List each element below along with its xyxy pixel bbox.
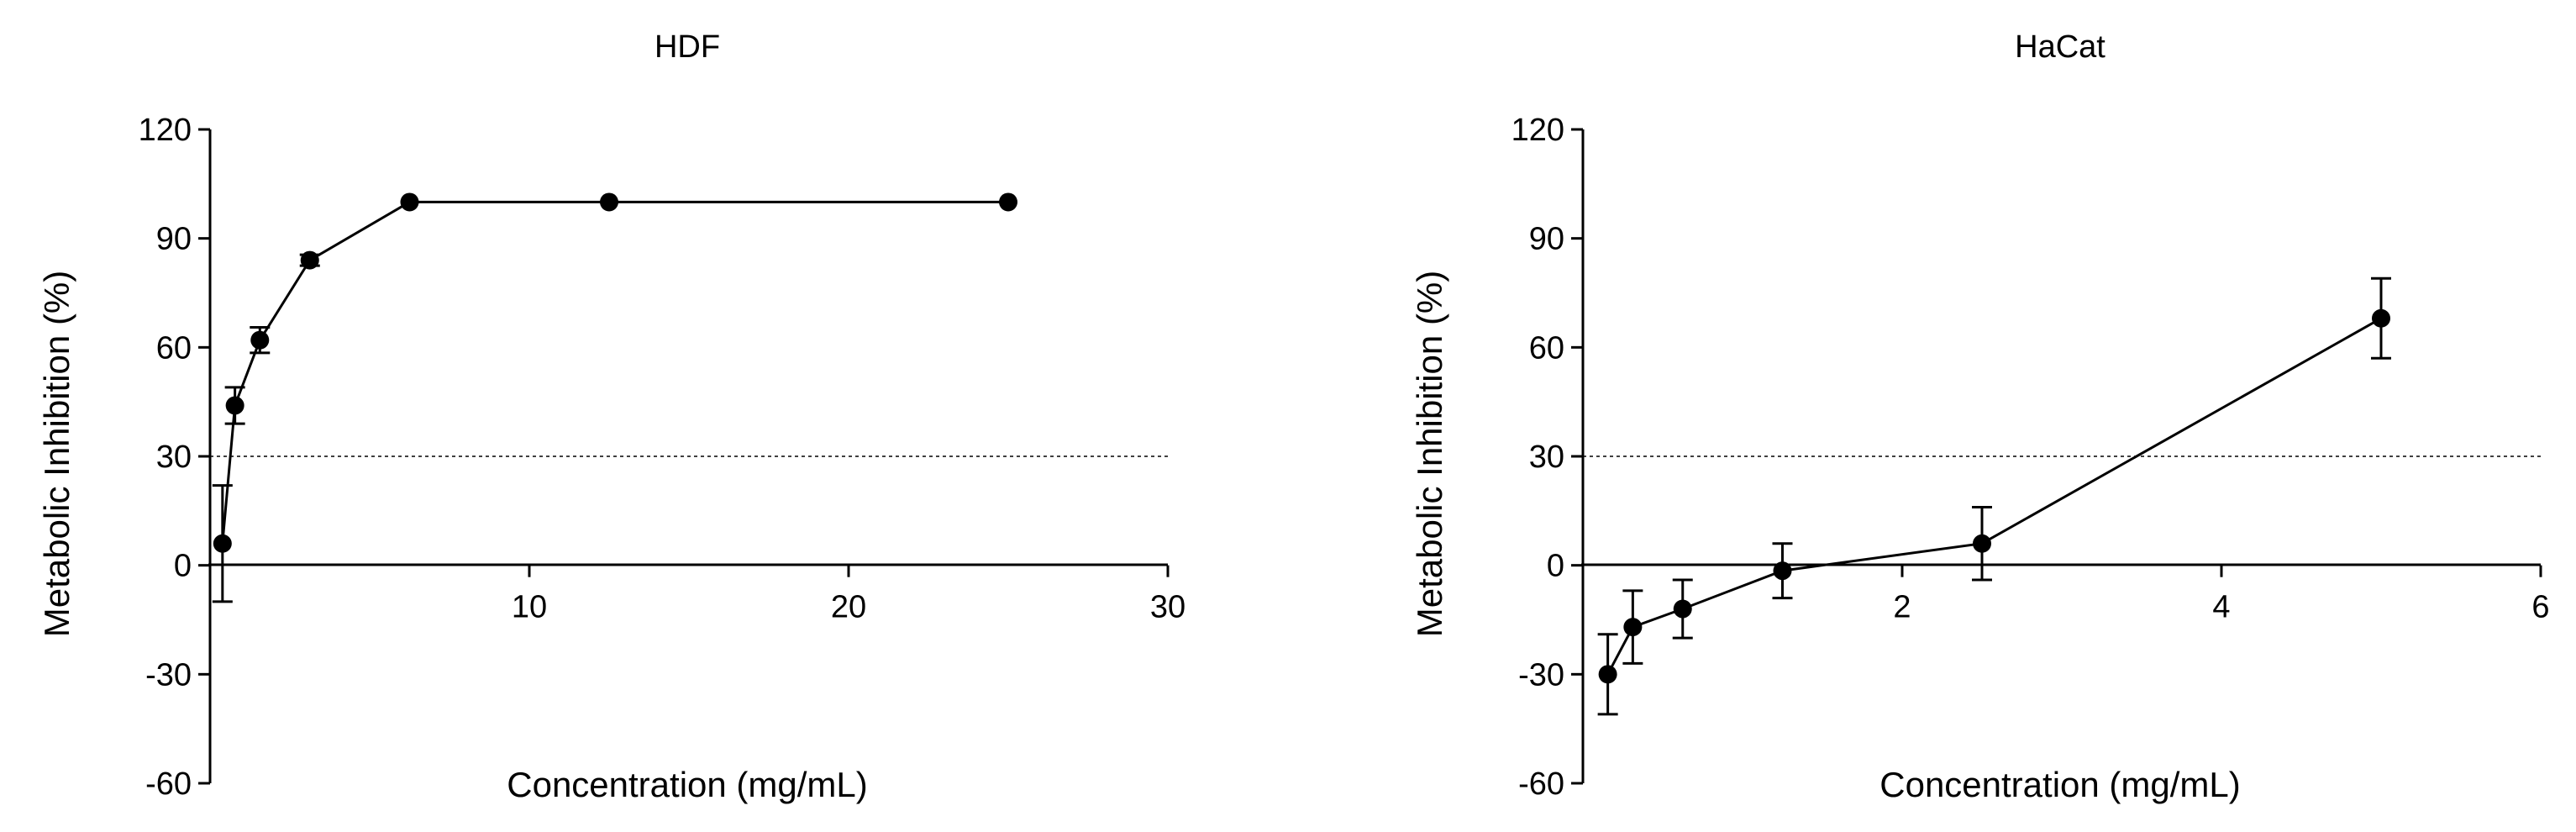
- y-tick-label: 30: [156, 440, 192, 475]
- x-ticks: 10 20 30: [208, 565, 1185, 625]
- y-tick-label: 60: [156, 330, 192, 366]
- y-tick-label: 90: [1529, 222, 1564, 257]
- data-point: [999, 192, 1017, 212]
- hdf-panel: HDF Metabolic Inhibition (%) Concentrati…: [37, 29, 1185, 804]
- x-tick-label: 2: [1893, 590, 1911, 625]
- x-tick-label: 10: [512, 590, 547, 625]
- y-tick-label: 0: [174, 549, 192, 584]
- y-tick-label: 0: [1547, 549, 1564, 584]
- x-ticks: 2 4 6: [1581, 565, 2550, 625]
- chart-title: HDF: [655, 29, 720, 65]
- data-point: [1623, 618, 1643, 637]
- data-point: [400, 192, 419, 212]
- y-tick-label: -60: [145, 766, 192, 802]
- data-point: [250, 330, 270, 350]
- data-point: [300, 250, 319, 270]
- x-tick-label: 30: [1150, 590, 1185, 625]
- y-ticks: -60 -30 0 30 60 90 120: [1511, 113, 1583, 802]
- data-markers: [212, 192, 1017, 603]
- y-tick-label: 120: [1511, 113, 1564, 148]
- series-line: [1606, 317, 2382, 676]
- y-tick-label: 90: [156, 222, 192, 257]
- x-tick-label: 4: [2212, 590, 2230, 625]
- y-tick-label: -30: [1518, 657, 1564, 692]
- y-tick-label: 60: [1529, 330, 1564, 366]
- y-axis-label: Metabolic Inhibition (%): [37, 271, 76, 638]
- data-markers: [1597, 276, 2391, 716]
- y-ticks: -60 -30 0 30 60 90 120: [139, 113, 210, 802]
- data-point: [1598, 665, 1617, 684]
- data-point: [2372, 308, 2390, 328]
- chart-title: HaCat: [2015, 29, 2105, 65]
- y-tick-label: -30: [145, 657, 192, 692]
- x-axis-label: Concentration (mg/mL): [507, 765, 868, 804]
- data-point: [1973, 534, 1991, 553]
- data-point: [1673, 599, 1692, 619]
- x-tick-label: 6: [2531, 590, 2549, 625]
- data-point: [1773, 561, 1792, 581]
- series-line: [221, 200, 1008, 544]
- x-axis-label: Concentration (mg/mL): [1879, 765, 2241, 804]
- y-tick-label: -60: [1518, 766, 1564, 802]
- y-tick-label: 30: [1529, 440, 1564, 475]
- y-axis-label: Metabolic Inhibition (%): [1410, 271, 1449, 638]
- data-point: [213, 534, 232, 553]
- data-point: [600, 192, 618, 212]
- data-point: [225, 396, 244, 415]
- hacat-panel: HaCat Metabolic Inhibition (%) Concentra…: [1410, 29, 2550, 804]
- x-tick-label: 20: [831, 590, 866, 625]
- y-tick-label: 120: [139, 113, 192, 148]
